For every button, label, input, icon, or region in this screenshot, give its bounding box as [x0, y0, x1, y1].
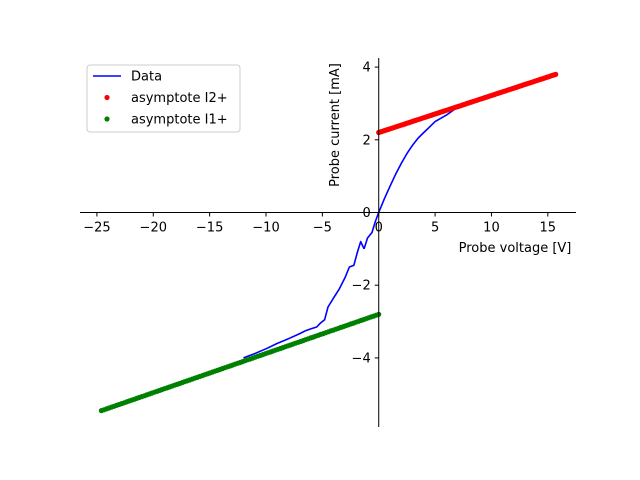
legend-label: Data — [131, 70, 162, 85]
x-tick-label: −20 — [140, 221, 167, 236]
x-tick-label: 5 — [431, 221, 439, 236]
x-tick-label: −10 — [252, 221, 279, 236]
x-tick-label: −25 — [83, 221, 110, 236]
plot-area — [98, 71, 559, 414]
data-series-line — [243, 240, 365, 359]
asymptote-point — [553, 71, 559, 77]
x-tick-label: 0 — [375, 221, 383, 236]
y-tick-label: 4 — [362, 61, 370, 76]
legend-label: asymptote I2+ — [131, 91, 228, 106]
x-axis-label: Probe voltage [V] — [459, 241, 572, 256]
y-tick-label: 0 — [362, 206, 370, 221]
x-tick-label: 10 — [483, 221, 500, 236]
data-series-line — [363, 106, 459, 250]
y-tick-label: −2 — [352, 279, 371, 294]
x-tick-label: −15 — [196, 221, 223, 236]
x-tick-label: −5 — [313, 221, 332, 236]
y-axis-label: Probe current [mA] — [328, 63, 343, 187]
legend-label: asymptote I1+ — [131, 113, 228, 128]
legend-marker-swatch — [104, 116, 110, 122]
legend-box — [86, 64, 241, 133]
x-tick-label: 15 — [540, 221, 557, 236]
y-tick-label: −4 — [352, 351, 371, 366]
legend-marker-swatch — [104, 94, 110, 101]
y-tick-label: 2 — [362, 133, 370, 148]
legend: Data asymptote I2+ asymptote I1+ — [86, 64, 241, 133]
